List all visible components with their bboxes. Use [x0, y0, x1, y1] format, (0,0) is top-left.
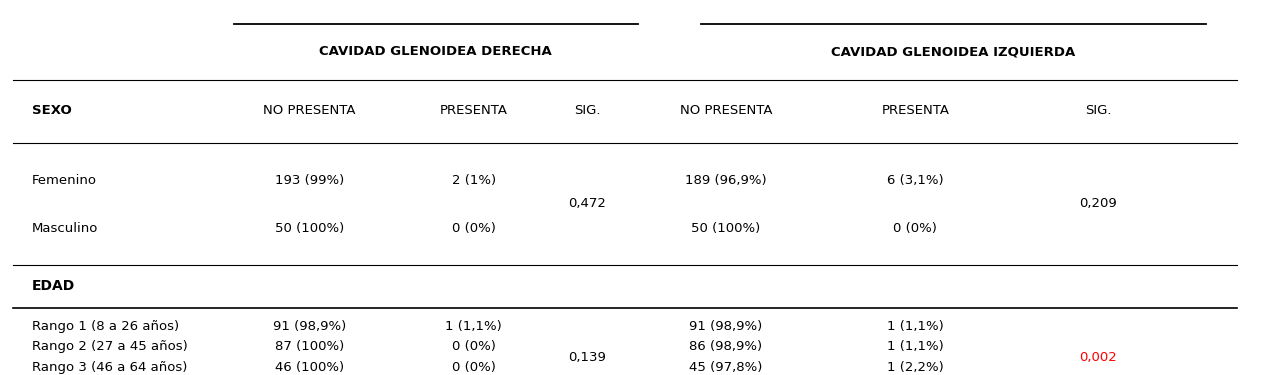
Text: 0 (0%): 0 (0%): [452, 340, 496, 353]
Text: Rango 1 (8 a 26 años): Rango 1 (8 a 26 años): [32, 320, 179, 333]
Text: Masculino: Masculino: [32, 222, 98, 236]
Text: 45 (97,8%): 45 (97,8%): [689, 361, 762, 374]
Text: 0,472: 0,472: [568, 197, 607, 210]
Text: 2 (1%): 2 (1%): [452, 174, 496, 187]
Text: 91 (98,9%): 91 (98,9%): [689, 320, 762, 333]
Text: 189 (96,9%): 189 (96,9%): [685, 174, 766, 187]
Text: 193 (99%): 193 (99%): [274, 174, 344, 187]
Text: 86 (98,9%): 86 (98,9%): [689, 340, 762, 353]
Text: 1 (1,1%): 1 (1,1%): [887, 320, 944, 333]
Text: 0,209: 0,209: [1079, 197, 1117, 210]
Text: 0,002: 0,002: [1079, 351, 1117, 364]
Text: 46 (100%): 46 (100%): [274, 361, 344, 374]
Text: 50 (100%): 50 (100%): [692, 222, 761, 236]
Text: 0,139: 0,139: [568, 351, 607, 364]
Text: PRESENTA: PRESENTA: [439, 104, 507, 117]
Text: 87 (100%): 87 (100%): [274, 340, 344, 353]
Text: Rango 3 (46 a 64 años): Rango 3 (46 a 64 años): [32, 361, 187, 374]
Text: 1 (1,1%): 1 (1,1%): [446, 320, 502, 333]
Text: EDAD: EDAD: [32, 279, 75, 294]
Text: 50 (100%): 50 (100%): [274, 222, 344, 236]
Text: CAVIDAD GLENOIDEA IZQUIERDA: CAVIDAD GLENOIDEA IZQUIERDA: [831, 45, 1075, 58]
Text: 6 (3,1%): 6 (3,1%): [887, 174, 944, 187]
Text: NO PRESENTA: NO PRESENTA: [680, 104, 773, 117]
Text: 1 (2,2%): 1 (2,2%): [887, 361, 944, 374]
Text: SIG.: SIG.: [1086, 104, 1112, 117]
Text: 1 (1,1%): 1 (1,1%): [887, 340, 944, 353]
Text: PRESENTA: PRESENTA: [881, 104, 949, 117]
Text: Rango 2 (27 a 45 años): Rango 2 (27 a 45 años): [32, 340, 188, 353]
Text: Femenino: Femenino: [32, 174, 97, 187]
Text: 0 (0%): 0 (0%): [894, 222, 938, 236]
Text: CAVIDAD GLENOIDEA DERECHA: CAVIDAD GLENOIDEA DERECHA: [319, 45, 553, 58]
Text: 91 (98,9%): 91 (98,9%): [273, 320, 346, 333]
Text: SIG.: SIG.: [574, 104, 600, 117]
Text: NO PRESENTA: NO PRESENTA: [263, 104, 355, 117]
Text: 0 (0%): 0 (0%): [452, 222, 496, 236]
Text: SEXO: SEXO: [32, 104, 72, 117]
Text: 0 (0%): 0 (0%): [452, 361, 496, 374]
